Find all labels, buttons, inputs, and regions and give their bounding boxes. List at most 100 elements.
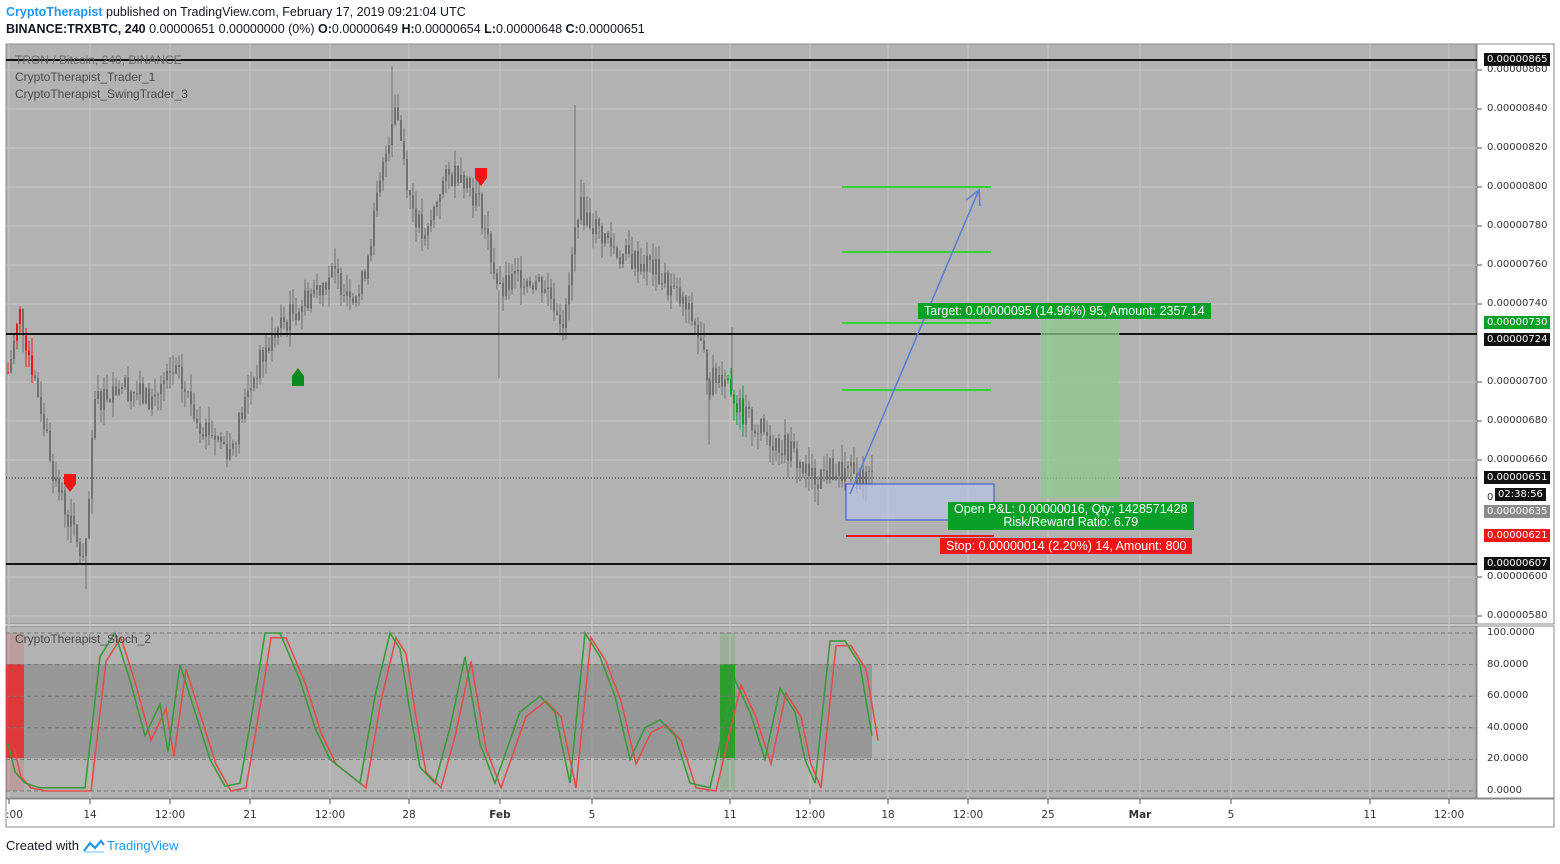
candle-body [829, 458, 831, 480]
candle-body [295, 313, 297, 320]
author-link[interactable]: CryptoTherapist [6, 5, 103, 19]
indicator-legend-trader[interactable]: CryptoTherapist_Trader_1 [15, 70, 156, 84]
time-tick-label: Mar [1128, 809, 1152, 821]
price-tick-label: 0.00000760 [1487, 259, 1548, 270]
candle-body [196, 418, 198, 424]
candle-body [301, 306, 303, 313]
candle-body [538, 277, 540, 282]
tradingview-brand-link[interactable]: TradingView [106, 838, 179, 853]
osc-tick-label: 60.0000 [1487, 690, 1529, 702]
candle-body [205, 422, 207, 437]
osc-tick-label: 40.0000 [1487, 721, 1529, 733]
candle-body [298, 312, 300, 320]
candle-body [808, 463, 810, 477]
candle-body [130, 391, 132, 401]
candle-body [478, 193, 480, 195]
candle-body [241, 412, 243, 419]
candle-body [232, 443, 234, 449]
candle-body [376, 192, 378, 211]
candle-body [40, 396, 42, 414]
profit-zone[interactable] [1041, 320, 1119, 498]
candle-body [154, 394, 156, 397]
candle-body [550, 287, 552, 299]
candle-body [493, 262, 495, 274]
pnl-label[interactable]: Open P&L: 0.00000016, Qty: 1428571428 Ris… [948, 502, 1194, 530]
close-label: C: [565, 22, 579, 36]
candle-body [265, 347, 267, 362]
candle-body [703, 340, 705, 350]
candle-body [655, 259, 657, 275]
candle-body [733, 394, 735, 404]
indicator-legend-stoch[interactable]: CryptoTherapist_Stoch_2 [15, 632, 152, 646]
gridlines [6, 44, 1477, 798]
candle-body [673, 285, 675, 287]
price-tag-724: 0.00000724 [1484, 333, 1551, 346]
time-tick-label: 11 [723, 809, 737, 821]
candle-body [340, 273, 342, 296]
target-label[interactable]: Target: 0.00000095 (14.96%) 95, Amount: … [918, 303, 1211, 319]
price-tick-zero: 0 [1487, 492, 1494, 503]
last-price: 0.00000651 [149, 22, 216, 36]
candle-body [457, 165, 459, 183]
candle-body [682, 296, 684, 304]
candle-body [445, 168, 447, 181]
candle-body [766, 432, 768, 436]
candle-body [160, 384, 162, 395]
candle-body [103, 389, 105, 410]
candle-body [802, 461, 804, 474]
candle-body [742, 397, 744, 425]
symbol-info: BINANCE:TRXBTC, 240 0.00000651 0.0000000… [6, 22, 645, 36]
candle-body [721, 374, 723, 387]
candle-body [115, 386, 117, 395]
projection-arrow[interactable] [849, 188, 981, 495]
published-text: published on TradingView.com, February 1… [102, 5, 466, 19]
osc-axis[interactable] [1476, 625, 1555, 799]
candle-body [322, 282, 324, 296]
candle-body [781, 452, 783, 456]
time-axis[interactable] [5, 798, 1555, 828]
candle-body [790, 441, 792, 461]
candle-body [211, 435, 213, 437]
stop-label[interactable]: Stop: 0.00000014 (2.20%) 14, Amount: 800 [940, 538, 1193, 554]
candle-body [736, 403, 738, 413]
indicator-legend-swingtrader[interactable]: CryptoTherapist_SwingTrader_3 [15, 87, 188, 101]
candle-body [565, 304, 567, 328]
candle-body [7, 372, 9, 374]
candle-body [529, 280, 531, 286]
candle-body [862, 469, 864, 486]
candle-body [724, 379, 726, 387]
candle-body [553, 298, 555, 312]
candle-body [97, 391, 99, 400]
candle-body [259, 349, 261, 379]
candle-body [793, 441, 795, 449]
candle-body [382, 161, 384, 181]
symbol-watermark: TRON / Bitcoin, 240, BINANCE [15, 53, 182, 67]
candle-body [364, 271, 366, 279]
candle-body [49, 430, 51, 462]
candle-body [598, 218, 600, 226]
candle-body [463, 175, 465, 189]
candle-body [526, 280, 528, 287]
candle-body [757, 433, 759, 435]
price-tag-730: 0.00000730 [1484, 316, 1551, 329]
time-tick-label: 18 [881, 809, 895, 821]
candle-body [520, 269, 522, 288]
candle-body [28, 350, 30, 356]
candle-body [127, 377, 129, 401]
price-tick-label: 0.00000820 [1487, 142, 1548, 153]
candle-body [631, 253, 633, 269]
candle-body [847, 465, 849, 469]
price-tick-label: 0.00000660 [1487, 454, 1548, 465]
candle-body [661, 283, 663, 285]
candle-body [430, 220, 432, 226]
candle-body [13, 340, 15, 360]
time-tick-label: Feb [489, 809, 511, 821]
stoch-red-zone [6, 664, 24, 758]
price-tick-label: 0.00000700 [1487, 376, 1548, 387]
time-tick-label: 28 [402, 809, 416, 821]
price-ticks [1477, 69, 1482, 617]
low-label: L: [484, 22, 496, 36]
candle-body [133, 391, 135, 394]
candle-body [412, 195, 414, 209]
